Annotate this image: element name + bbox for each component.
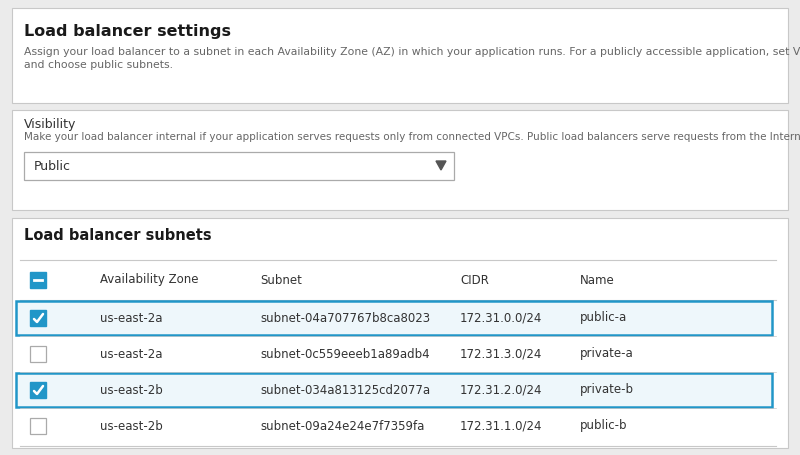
Text: subnet-09a24e24e7f7359fa: subnet-09a24e24e7f7359fa bbox=[260, 420, 424, 433]
Bar bbox=[30, 418, 46, 434]
Text: CIDR: CIDR bbox=[460, 273, 489, 287]
Text: us-east-2b: us-east-2b bbox=[100, 384, 162, 396]
Bar bbox=[30, 272, 46, 288]
Text: subnet-0c559eeeb1a89adb4: subnet-0c559eeeb1a89adb4 bbox=[260, 348, 430, 360]
Text: us-east-2a: us-east-2a bbox=[100, 312, 162, 324]
Text: us-east-2a: us-east-2a bbox=[100, 348, 162, 360]
Text: subnet-04a707767b8ca8023: subnet-04a707767b8ca8023 bbox=[260, 312, 430, 324]
Bar bbox=[12, 110, 788, 210]
Bar bbox=[30, 310, 46, 326]
Bar bbox=[16, 373, 772, 407]
Text: Public: Public bbox=[34, 160, 71, 172]
Bar bbox=[16, 301, 772, 335]
Polygon shape bbox=[436, 161, 446, 170]
Text: 172.31.2.0/24: 172.31.2.0/24 bbox=[460, 384, 542, 396]
Text: 172.31.1.0/24: 172.31.1.0/24 bbox=[460, 420, 542, 433]
Bar bbox=[12, 8, 788, 103]
Text: Visibility: Visibility bbox=[24, 118, 76, 131]
Text: private-b: private-b bbox=[580, 384, 634, 396]
Bar bbox=[16, 337, 772, 371]
Text: private-a: private-a bbox=[580, 348, 634, 360]
Text: public-a: public-a bbox=[580, 312, 627, 324]
Text: Assign your load balancer to a subnet in each Availability Zone (AZ) in which yo: Assign your load balancer to a subnet in… bbox=[24, 47, 800, 57]
Bar bbox=[12, 218, 788, 448]
Text: Load balancer settings: Load balancer settings bbox=[24, 24, 231, 39]
Text: 172.31.3.0/24: 172.31.3.0/24 bbox=[460, 348, 542, 360]
Text: Make your load balancer internal if your application serves requests only from c: Make your load balancer internal if your… bbox=[24, 132, 800, 142]
Text: Availability Zone: Availability Zone bbox=[100, 273, 198, 287]
Text: and choose public subnets.: and choose public subnets. bbox=[24, 60, 173, 70]
Text: subnet-034a813125cd2077a: subnet-034a813125cd2077a bbox=[260, 384, 430, 396]
Bar bbox=[30, 346, 46, 362]
Text: Subnet: Subnet bbox=[260, 273, 302, 287]
Text: Name: Name bbox=[580, 273, 614, 287]
Text: 172.31.0.0/24: 172.31.0.0/24 bbox=[460, 312, 542, 324]
Bar bbox=[16, 409, 772, 443]
Text: us-east-2b: us-east-2b bbox=[100, 420, 162, 433]
Text: public-b: public-b bbox=[580, 420, 627, 433]
Text: Load balancer subnets: Load balancer subnets bbox=[24, 228, 212, 243]
Bar bbox=[30, 382, 46, 398]
Bar bbox=[24, 152, 454, 180]
